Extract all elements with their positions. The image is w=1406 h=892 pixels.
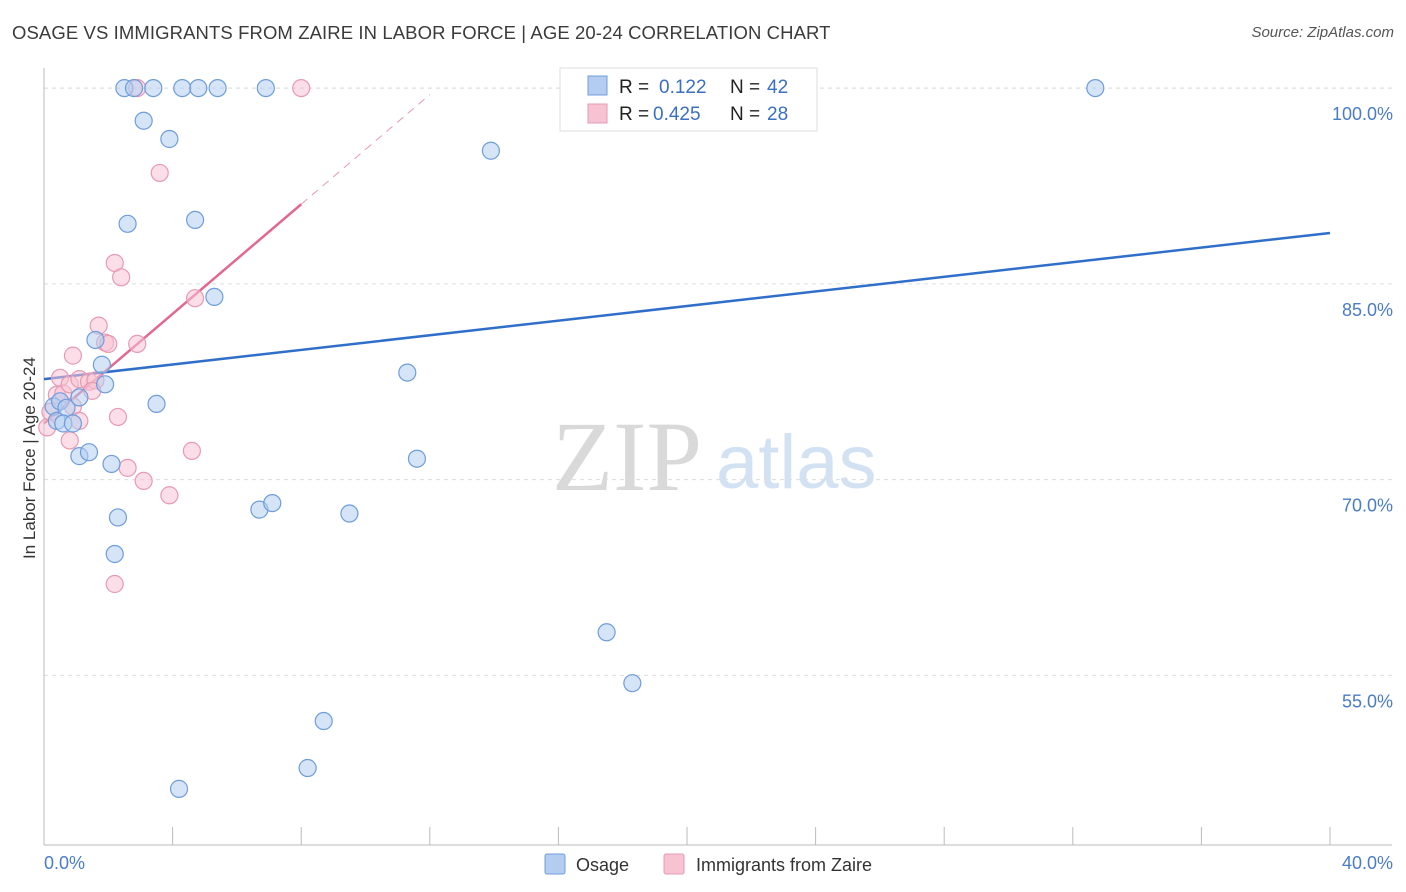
- y-tick-label-0: 55.0%: [1342, 691, 1393, 711]
- osage-point-38: [623, 674, 642, 693]
- legend-swatch-osage: [587, 75, 608, 96]
- osage-point-37: [597, 623, 616, 642]
- osage-point-34: [398, 363, 417, 382]
- legend-zaire-r-value: 0.425: [653, 104, 701, 125]
- zaire-point-27: [186, 289, 205, 308]
- osage-point-13: [108, 508, 128, 527]
- osage-point-8: [79, 443, 99, 462]
- osage-point-36: [481, 141, 500, 160]
- osage-point-21: [160, 129, 179, 149]
- zaire-point-19: [112, 268, 131, 287]
- series-zaire-points: [38, 78, 311, 594]
- y-tick-label-3: 100.0%: [1332, 104, 1393, 124]
- legend-osage-n-value: 42: [767, 77, 788, 98]
- osage-point-31: [298, 758, 317, 778]
- zaire-point-24: [150, 163, 169, 183]
- zaire-point-8: [60, 431, 79, 450]
- zaire-point-26: [182, 441, 201, 460]
- correlation-legend: R = 0.122 N = 42 R = 0.425 N = 28: [559, 67, 818, 132]
- zaire-point-25: [160, 486, 179, 505]
- osage-point-20: [147, 394, 166, 414]
- x-tick-label-0: 0.0%: [44, 853, 85, 873]
- y-tick-label-2: 85.0%: [1342, 300, 1393, 320]
- osage-point-33: [340, 504, 359, 523]
- y-tick-label-1: 70.0%: [1342, 496, 1393, 516]
- osage-point-29: [263, 493, 282, 513]
- y-axis-title: In Labor Force | Age 20-24: [20, 357, 39, 559]
- osage-point-41: [1086, 78, 1105, 98]
- osage-trend-line: [43, 231, 1331, 381]
- bottom-legend-swatch-osage: [544, 853, 566, 875]
- osage-point-18: [134, 111, 153, 130]
- watermark-zip: ZIP: [552, 401, 702, 512]
- series-legend: Osage Immigrants from Zaire: [544, 853, 872, 875]
- osage-point-24: [186, 210, 205, 230]
- x-tick-labels: 0.0% 40.0%: [44, 853, 1393, 873]
- gridlines: [44, 87, 1392, 676]
- x-tick-label-1: 40.0%: [1342, 853, 1393, 873]
- zaire-trend-extension: [300, 94, 431, 205]
- bottom-legend-label-zaire: Immigrants from Zaire: [696, 855, 872, 875]
- osage-point-19: [144, 78, 163, 98]
- osage-point-35: [407, 449, 427, 468]
- watermark-atlas: atlas: [716, 420, 877, 505]
- osage-point-14: [105, 544, 124, 564]
- legend-osage-r-value: 0.122: [659, 77, 707, 98]
- osage-point-25: [189, 78, 208, 98]
- chart-title: OSAGE VS IMMIGRANTS FROM ZAIRE IN LABOR …: [12, 22, 831, 43]
- osage-point-15: [118, 214, 137, 233]
- osage-point-30: [256, 78, 275, 98]
- zaire-point-23: [134, 471, 153, 491]
- watermark: ZIP atlas: [552, 401, 877, 512]
- bottom-legend-label-osage: Osage: [576, 855, 629, 875]
- zaire-point-7: [63, 346, 83, 365]
- osage-point-17: [124, 78, 144, 98]
- legend-zaire-n-label: N =: [730, 104, 760, 125]
- axes: [43, 68, 1392, 846]
- osage-point-11: [95, 375, 115, 394]
- source-credit: Source: ZipAtlas.com: [1251, 24, 1394, 41]
- zaire-point-28: [292, 78, 311, 98]
- osage-point-9: [86, 330, 105, 350]
- osage-point-5: [63, 414, 83, 433]
- osage-point-26: [205, 287, 224, 306]
- legend-zaire-r-label: R =: [619, 104, 649, 125]
- osage-point-6: [70, 388, 89, 407]
- osage-point-12: [102, 454, 121, 474]
- zaire-point-20: [105, 574, 124, 594]
- osage-point-23: [173, 78, 192, 98]
- zaire-point-22: [128, 334, 147, 353]
- osage-point-10: [92, 355, 111, 374]
- trend-lines: [43, 94, 1331, 425]
- legend-osage-n-label: N =: [730, 77, 760, 98]
- osage-point-22: [169, 779, 189, 798]
- zaire-point-18: [108, 407, 128, 427]
- legend-zaire-n-value: 28: [767, 104, 788, 125]
- zaire-point-21: [118, 458, 137, 477]
- y-tick-labels: 55.0% 70.0% 85.0% 100.0%: [1332, 104, 1393, 711]
- osage-point-27: [208, 78, 227, 98]
- legend-swatch-zaire: [587, 103, 608, 124]
- legend-osage-r-label: R =: [619, 77, 649, 98]
- osage-point-32: [314, 711, 333, 731]
- bottom-legend-swatch-zaire: [663, 853, 685, 875]
